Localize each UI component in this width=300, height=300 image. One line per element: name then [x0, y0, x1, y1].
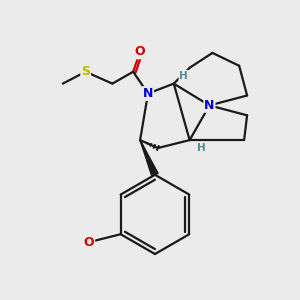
Text: O: O: [84, 236, 94, 249]
Polygon shape: [140, 140, 158, 176]
Text: H: H: [197, 143, 206, 153]
Text: S: S: [81, 65, 90, 78]
Text: N: N: [204, 99, 214, 112]
Text: H: H: [179, 71, 188, 81]
Text: N: N: [143, 87, 153, 100]
Text: O: O: [135, 45, 146, 58]
